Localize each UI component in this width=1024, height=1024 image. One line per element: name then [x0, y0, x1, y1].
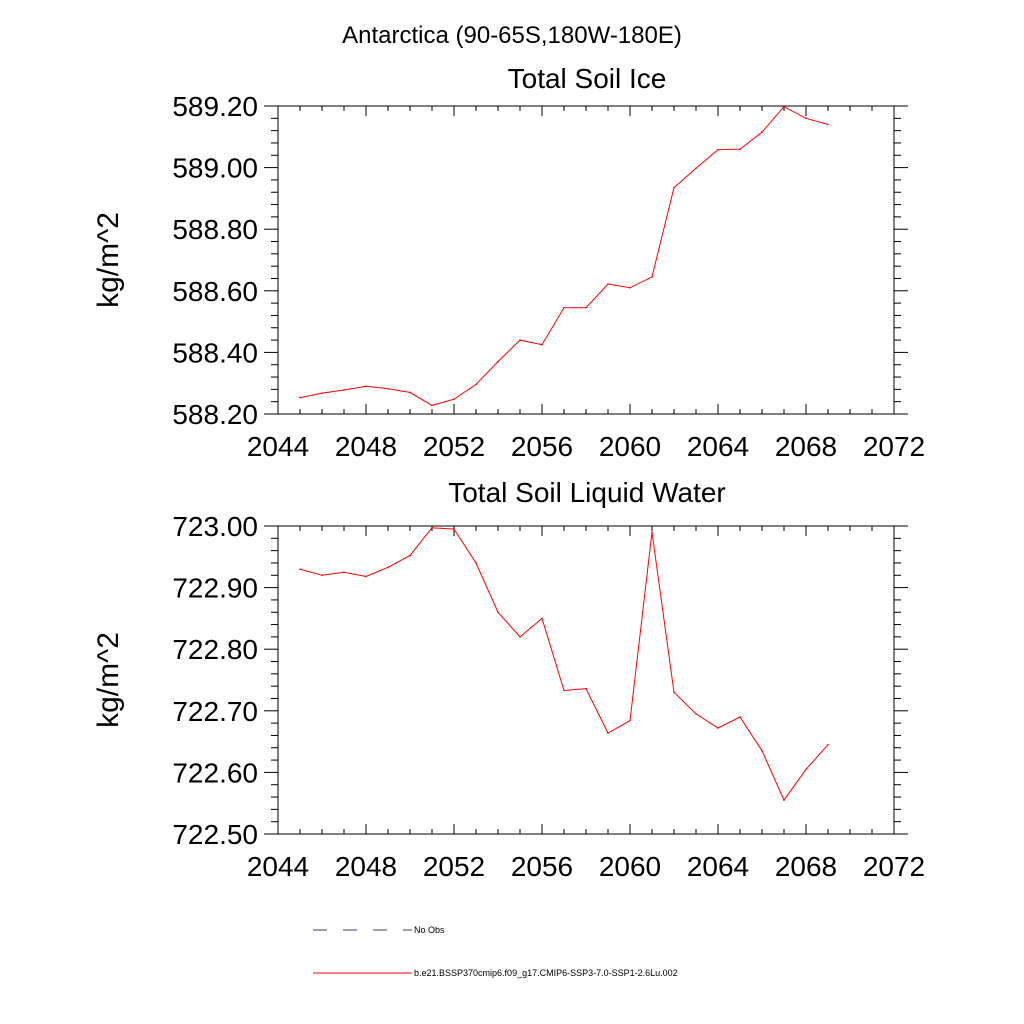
data-point	[497, 611, 499, 614]
x-tick-label: 2044	[247, 851, 309, 882]
data-point	[673, 186, 675, 189]
chart-title-soil-ice: Total Soil Ice	[508, 63, 667, 94]
x-tick-label: 2068	[775, 851, 837, 882]
x-tick-label: 2052	[423, 851, 485, 882]
x-tick-label: 2056	[511, 431, 573, 462]
data-point	[739, 716, 741, 718]
data-point	[761, 750, 763, 752]
data-point	[541, 617, 543, 620]
data-point	[475, 383, 477, 386]
data-point	[805, 768, 807, 771]
x-tick-label: 2068	[775, 431, 837, 462]
data-point	[365, 385, 367, 388]
y-tick-label: 722.60	[172, 757, 258, 788]
data-point	[299, 568, 301, 570]
y-tick-label: 588.60	[172, 276, 258, 307]
data-point	[431, 404, 433, 407]
series-line	[299, 527, 829, 802]
plot-frame-soil-liquid-water	[277, 525, 895, 835]
data-point	[717, 727, 719, 729]
data-point	[695, 167, 697, 170]
data-point	[739, 148, 741, 150]
axis-ticks-soil-ice: 2044 2048 2052 2056 2060 2064 2068 2072 588.20 58…	[172, 91, 925, 462]
chart-panel-soil-liquid-water: Total Soil Liquid Water kg/m^2 2044 2048 2…	[92, 477, 925, 882]
y-tick-label: 722.80	[172, 634, 258, 665]
plot-frame-soil-ice	[277, 105, 895, 415]
data-point	[343, 389, 345, 391]
data-point	[761, 131, 763, 133]
data-point	[783, 799, 785, 801]
legend-entry-model-run: b.e21.BSSP370cmip6.f09_g17.CMIP6-SSP3-7.…	[313, 968, 678, 978]
data-point	[651, 276, 653, 278]
data-point	[651, 531, 653, 533]
data-point	[629, 719, 631, 722]
data-point	[299, 396, 301, 399]
data-point	[343, 571, 345, 573]
data-point	[409, 554, 411, 557]
x-tick-label: 2064	[687, 431, 749, 462]
data-point	[321, 392, 323, 394]
chart-title-soil-liquid-water: Total Soil Liquid Water	[448, 477, 726, 508]
legend: No Obs b.e21.BSSP370cmip6.f09_g17.CMIP6-…	[313, 925, 678, 978]
data-point	[541, 343, 543, 346]
y-tick-label: 588.80	[172, 214, 258, 245]
legend-label-no-obs: No Obs	[414, 925, 445, 935]
data-point	[365, 575, 367, 578]
data-point	[409, 391, 411, 394]
legend-label-model-run: b.e21.BSSP370cmip6.f09_g17.CMIP6-SSP3-7.…	[414, 968, 678, 978]
y-axis-label-soil-ice: kg/m^2	[92, 212, 125, 308]
y-tick-label: 589.20	[172, 91, 258, 122]
x-tick-label: 2052	[423, 431, 485, 462]
y-tick-label: 588.40	[172, 337, 258, 368]
data-point	[497, 360, 499, 363]
y-tick-label: 722.90	[172, 573, 258, 604]
x-tick-label: 2072	[863, 851, 925, 882]
series-group-soil-liquid-water	[299, 527, 829, 802]
series-group-soil-ice	[299, 105, 829, 407]
x-tick-label: 2060	[599, 431, 661, 462]
data-point	[321, 574, 323, 577]
x-tick-label: 2048	[335, 431, 397, 462]
data-point	[387, 566, 389, 569]
x-tick-label: 2064	[687, 851, 749, 882]
data-point	[519, 339, 521, 341]
data-point	[585, 306, 587, 309]
data-point	[563, 306, 565, 309]
chart-panel-soil-ice: Total Soil Ice kg/m^2 2044 2048 2052 2056 20…	[92, 63, 925, 462]
data-point	[453, 528, 455, 530]
y-tick-label: 588.20	[172, 399, 258, 430]
x-tick-label: 2048	[335, 851, 397, 882]
x-tick-label: 2044	[247, 431, 309, 462]
data-point	[607, 283, 609, 285]
data-point	[431, 527, 433, 529]
y-tick-label: 722.70	[172, 696, 258, 727]
data-point	[585, 687, 587, 690]
data-point	[827, 123, 829, 126]
data-point	[475, 562, 477, 564]
data-point	[519, 636, 521, 638]
legend-entry-no-obs: No Obs	[313, 925, 445, 935]
y-tick-label: 722.50	[172, 819, 258, 850]
data-point	[563, 689, 565, 692]
data-point	[717, 148, 719, 151]
y-axis-label-soil-liquid-water: kg/m^2	[92, 632, 125, 728]
data-point	[695, 713, 697, 715]
data-point	[783, 105, 785, 108]
x-tick-label: 2056	[511, 851, 573, 882]
axis-ticks-soil-liquid-water: 2044 2048 2052 2056 2060 2064 2068 2072 722.50 72…	[172, 511, 925, 882]
data-point	[607, 732, 609, 734]
x-tick-label: 2060	[599, 851, 661, 882]
series-line	[299, 105, 829, 406]
data-point	[805, 117, 807, 120]
y-tick-label: 589.00	[172, 153, 258, 184]
data-point	[673, 691, 675, 694]
region-title: Antarctica (90-65S,180W-180E)	[342, 22, 682, 49]
x-tick-label: 2072	[863, 431, 925, 462]
data-point	[827, 743, 829, 746]
y-tick-label: 723.00	[172, 511, 258, 542]
data-point	[629, 286, 631, 289]
data-point	[387, 387, 389, 390]
data-point	[453, 398, 455, 401]
